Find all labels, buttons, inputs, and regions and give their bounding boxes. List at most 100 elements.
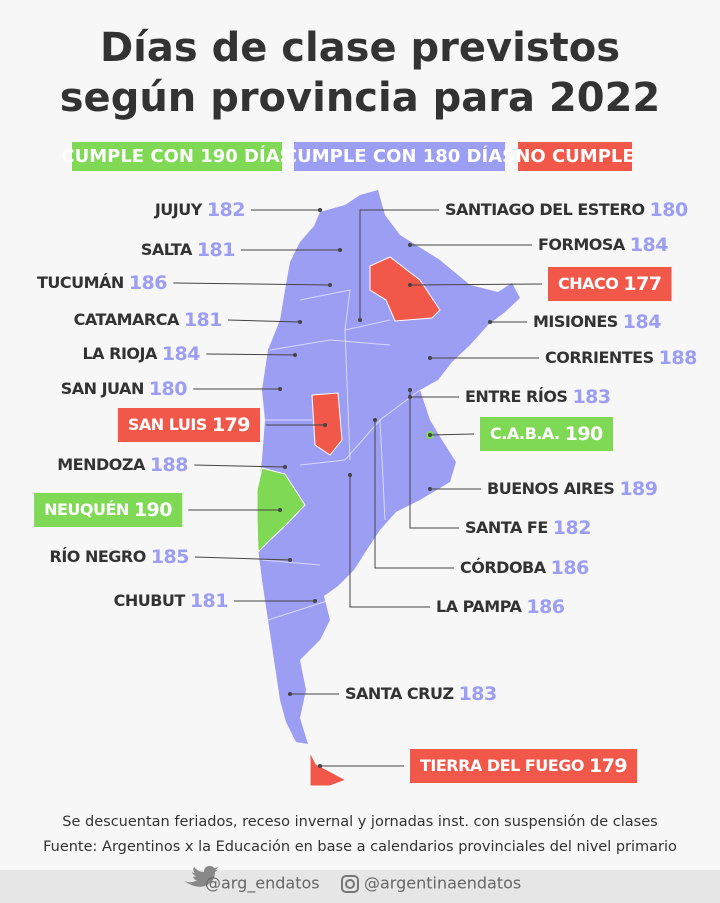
twitter-icon	[184, 866, 218, 887]
province-label: MISIONES 184	[488, 311, 662, 333]
leader-dot	[328, 283, 332, 287]
note: Se descuentan feriados, receso invernal …	[62, 814, 657, 830]
province-label: LA RIOJA 184	[82, 343, 297, 365]
label-box	[117, 408, 260, 442]
province-text: C.A.B.A. 190	[490, 423, 603, 445]
province-days: 182	[207, 199, 245, 221]
province-label: FORMOSA 184	[408, 234, 669, 256]
province-text: SALTA 181	[141, 239, 235, 261]
province-text: TUCUMÁN 186	[37, 272, 167, 294]
province-name: SALTA	[141, 240, 193, 259]
province-border	[379, 419, 386, 521]
legend-swatch	[518, 142, 632, 171]
province-text: CÓRDOBA 186	[460, 557, 589, 579]
province-name: CHACO	[558, 274, 618, 293]
leader-line	[429, 433, 475, 436]
leader-dot	[288, 558, 292, 562]
label-box	[548, 267, 672, 301]
province-text: LA RIOJA 184	[82, 343, 200, 365]
province-text: NEUQUÉN 190	[44, 499, 172, 521]
leader-line	[409, 390, 459, 529]
leader-dot	[338, 248, 342, 252]
province-label: NEUQUÉN 190	[34, 493, 282, 527]
province-days: 181	[197, 239, 235, 261]
leader-line	[349, 475, 430, 608]
province-days: 181	[184, 309, 222, 331]
province-shape	[311, 392, 343, 456]
province-name: JUJUY	[154, 200, 203, 219]
province-name: SANTIAGO DEL ESTERO	[445, 200, 645, 219]
province-days: 183	[572, 386, 610, 408]
province-name: FORMOSA	[538, 235, 626, 254]
leader-dot	[373, 418, 377, 422]
instagram-icon	[341, 875, 359, 893]
province-text: SANTIAGO DEL ESTERO 180	[445, 199, 688, 221]
province-label: BUENOS AIRES 189	[428, 478, 658, 500]
province-label: CORRIENTES 188	[428, 347, 698, 369]
province-days: 181	[190, 590, 228, 612]
leader-dot	[318, 208, 322, 212]
province-text: JUJUY 182	[154, 199, 245, 221]
province-shape	[309, 751, 348, 787]
province-text: BUENOS AIRES 189	[487, 478, 657, 500]
leader-line	[359, 209, 439, 320]
province-text: CHACO 177	[558, 273, 662, 295]
province-name: CORRIENTES	[545, 348, 654, 367]
province-days: 184	[630, 234, 668, 256]
twitter-handle: @arg_endatos	[205, 874, 320, 894]
province-days: 179	[589, 755, 627, 777]
leader-dot	[313, 599, 317, 603]
province-name: CÓRDOBA	[460, 558, 547, 577]
province-name: MISIONES	[533, 312, 618, 331]
province-days: 190	[134, 499, 172, 521]
province-name: SANTA FE	[465, 518, 548, 537]
province-label: SANTA FE 182	[408, 388, 591, 539]
province-days: 180	[650, 199, 688, 221]
leader-line	[194, 556, 291, 561]
province-name: ENTRE RÍOS	[465, 387, 567, 406]
instagram-handle: @argentinaendatos	[364, 874, 521, 893]
province-text: RÍO NEGRO 185	[50, 546, 190, 568]
province-days: 188	[659, 347, 697, 369]
leader-dot	[428, 487, 432, 491]
note: Fuente: Argentinos x la Educación en bas…	[43, 839, 677, 855]
province-text: CATAMARCA 181	[74, 309, 222, 331]
province-text: CORRIENTES 188	[545, 347, 697, 369]
footer-bar	[0, 870, 720, 903]
province-text: LA PAMPA 186	[436, 596, 565, 618]
province-name: RÍO NEGRO	[50, 547, 146, 566]
province-label: SANTA CRUZ 183	[288, 683, 497, 705]
province-days: 184	[623, 311, 661, 333]
province-border	[299, 389, 421, 466]
leader-dot	[408, 388, 412, 392]
leader-dot	[428, 356, 432, 360]
province-name: LA PAMPA	[436, 597, 522, 616]
province-border	[267, 599, 331, 621]
province-days: 183	[459, 683, 497, 705]
label-box	[480, 417, 614, 451]
province-text: ENTRE RÍOS 183	[465, 386, 611, 408]
province-days: 177	[623, 273, 661, 295]
leader-line	[227, 319, 301, 323]
leader-dot	[293, 353, 297, 357]
province-name: NEUQUÉN	[44, 500, 129, 519]
province-days: 184	[162, 343, 200, 365]
leader-dot	[278, 508, 282, 512]
province-text: TIERRA DEL FUEGO 179	[420, 755, 627, 777]
province-label: TIERRA DEL FUEGO 179	[318, 749, 638, 783]
leader-line	[206, 353, 296, 356]
leader-dot	[283, 465, 287, 469]
legend-swatch	[72, 142, 282, 171]
province-days: 186	[526, 596, 564, 618]
title-line: Días de clase previstos	[100, 25, 620, 71]
label-box	[410, 749, 638, 783]
province-border	[261, 559, 321, 566]
leader-dot	[408, 243, 412, 247]
province-name: MENDOZA	[57, 455, 146, 474]
province-text: MISIONES 184	[533, 311, 661, 333]
province-name: LA RIOJA	[82, 344, 157, 363]
province-name: SAN LUIS	[128, 415, 207, 434]
leader-dot	[278, 387, 282, 391]
